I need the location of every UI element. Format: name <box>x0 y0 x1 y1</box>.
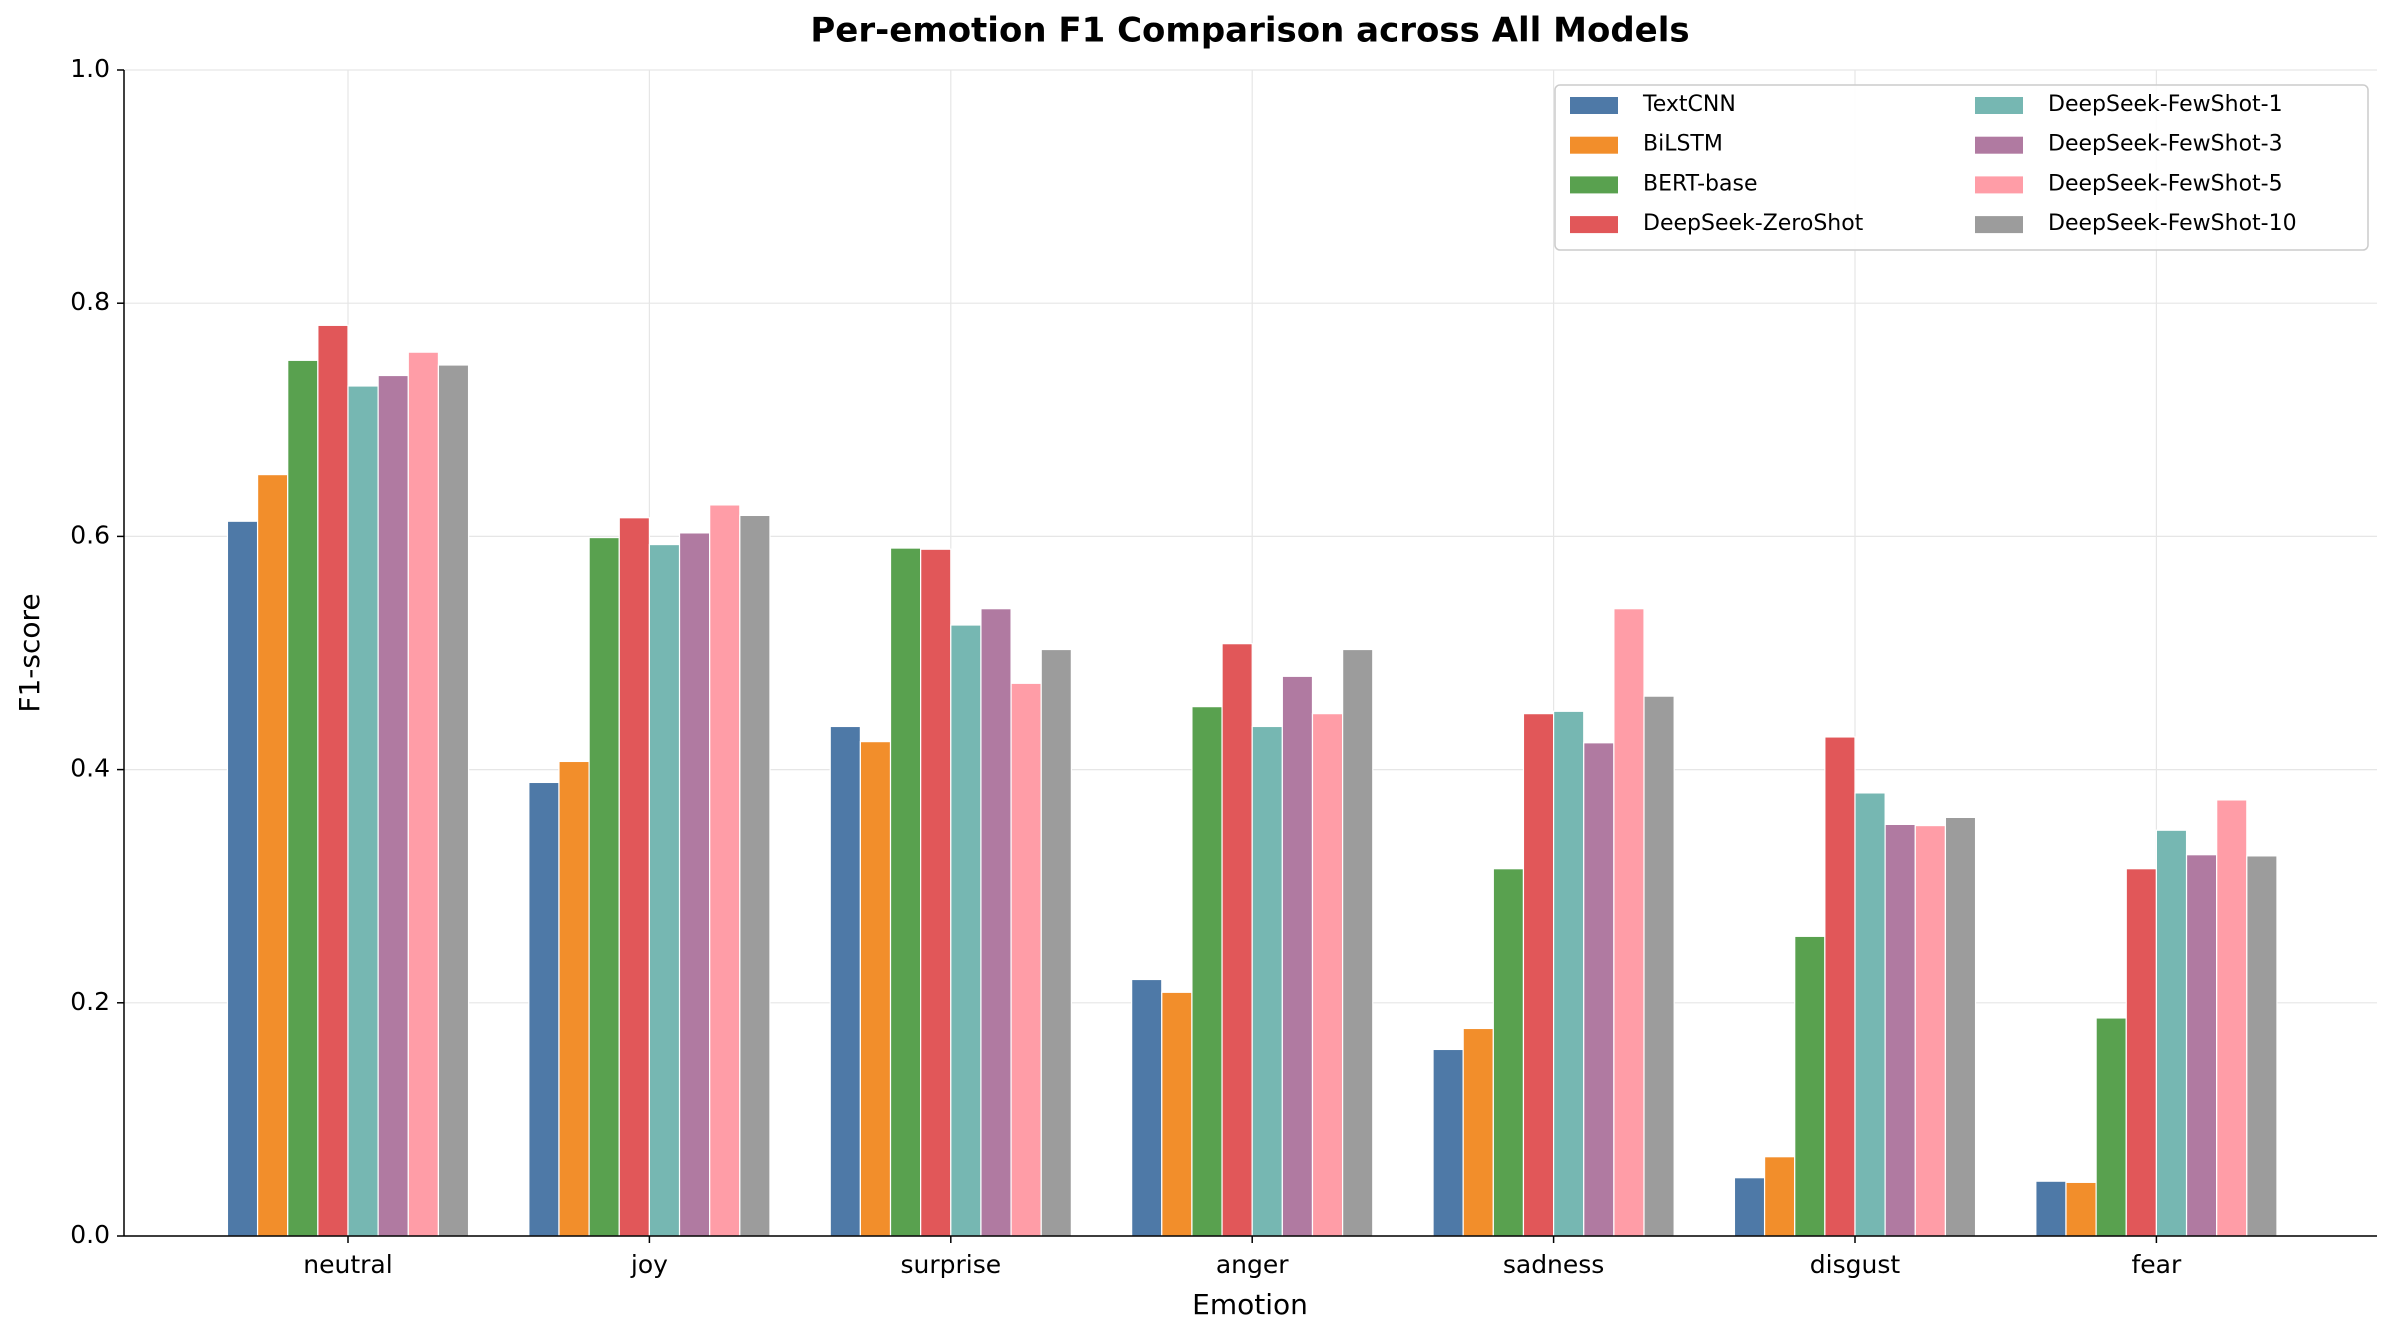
bar <box>2216 799 2248 1237</box>
legend-swatch <box>1975 216 2023 234</box>
bar <box>739 514 771 1237</box>
bars <box>226 324 2278 1237</box>
bar <box>1583 742 1615 1237</box>
bar <box>1552 710 1585 1237</box>
bar <box>1432 1048 1464 1237</box>
legend-swatch <box>1570 216 1618 234</box>
bar <box>1914 824 1947 1237</box>
legend-label: DeepSeek-FewShot-5 <box>2048 171 2283 196</box>
bar <box>1311 713 1344 1237</box>
x-tick-label: fear <box>2132 1250 2183 1279</box>
bar <box>1492 868 1525 1237</box>
legend-label: DeepSeek-FewShot-10 <box>2048 211 2297 236</box>
bar <box>1251 725 1283 1237</box>
legend-label: DeepSeek-ZeroShot <box>1643 211 1864 236</box>
bar <box>1643 695 1675 1237</box>
bar <box>1854 792 1886 1237</box>
bar <box>1161 991 1193 1237</box>
y-tick-label: 0.8 <box>70 287 110 316</box>
y-axis-label: F1-score <box>13 593 46 712</box>
bar <box>1342 648 1374 1237</box>
bar <box>618 517 651 1237</box>
bar <box>317 324 349 1237</box>
legend: TextCNN BiLSTM BERT-base DeepSeek-ZeroShot D… <box>1554 84 2369 251</box>
legend-label: DeepSeek-FewShot-3 <box>2048 132 2283 157</box>
bar <box>558 760 590 1237</box>
bar <box>2065 1181 2097 1237</box>
bar <box>1462 1027 1494 1237</box>
bar <box>1794 935 1826 1237</box>
x-tick-label: disgust <box>1810 1250 1901 1279</box>
legend-swatch <box>1975 176 2023 194</box>
chart-title: Per-emotion F1 Comparison across All Mod… <box>810 11 1689 51</box>
bar <box>859 741 892 1237</box>
bar <box>709 504 741 1237</box>
x-tick-label: surprise <box>900 1250 1001 1279</box>
bar <box>2155 829 2188 1237</box>
legend-box <box>1554 84 2369 251</box>
bar <box>1191 706 1223 1237</box>
legend-label: TextCNN <box>1642 92 1736 117</box>
bar <box>1944 816 1977 1237</box>
axes: 0.0 0.2 0.4 0.6 0.8 1.0 neutral joy surprise ange… <box>70 54 2377 1279</box>
bar <box>1824 736 1856 1237</box>
x-tick-label: joy <box>630 1250 668 1279</box>
bar <box>648 543 681 1237</box>
bar <box>889 547 922 1237</box>
bar <box>528 781 560 1237</box>
bar <box>1131 978 1163 1237</box>
bar <box>1763 1156 1796 1237</box>
legend-swatch <box>1570 176 1618 194</box>
bar <box>1733 1177 1766 1237</box>
bar <box>1040 648 1072 1237</box>
legend-label: BiLSTM <box>1643 132 1723 157</box>
bar <box>347 385 379 1237</box>
y-tick-label: 0.6 <box>70 520 110 549</box>
bar <box>1010 682 1042 1237</box>
bar <box>980 608 1012 1237</box>
bar <box>1613 608 1645 1237</box>
bar <box>588 536 620 1237</box>
bar <box>226 520 259 1237</box>
legend-swatch <box>1975 136 2023 154</box>
bar <box>1281 675 1314 1237</box>
bar <box>407 351 440 1237</box>
bar <box>2095 1017 2127 1237</box>
y-tick-label: 0.2 <box>70 987 110 1016</box>
bar <box>678 532 711 1237</box>
bar <box>256 474 289 1237</box>
bar <box>920 548 952 1237</box>
bar <box>377 374 409 1237</box>
x-tick-label: sadness <box>1503 1250 1605 1279</box>
bar <box>2246 855 2278 1237</box>
legend-swatch <box>1570 136 1618 154</box>
legend-swatch <box>1570 97 1618 114</box>
y-tick-label: 0.4 <box>70 754 110 783</box>
bar <box>950 624 982 1237</box>
y-tick-label: 1.0 <box>70 54 110 83</box>
bar <box>1884 823 1916 1237</box>
x-axis-label: Emotion <box>1192 1288 1308 1321</box>
bar <box>1522 713 1555 1237</box>
bar <box>829 725 861 1237</box>
legend-label: DeepSeek-FewShot-1 <box>2048 92 2283 117</box>
bar <box>2125 868 2158 1237</box>
legend-label: BERT-base <box>1643 171 1757 196</box>
bar <box>2185 854 2218 1237</box>
bar <box>437 364 470 1237</box>
x-tick-label: neutral <box>303 1250 392 1279</box>
y-tick-label: 0.0 <box>70 1220 110 1249</box>
legend-swatch <box>1975 97 2023 114</box>
bar <box>1221 643 1253 1237</box>
bar <box>2035 1180 2067 1237</box>
x-tick-label: anger <box>1216 1250 1289 1279</box>
bar <box>287 359 319 1237</box>
